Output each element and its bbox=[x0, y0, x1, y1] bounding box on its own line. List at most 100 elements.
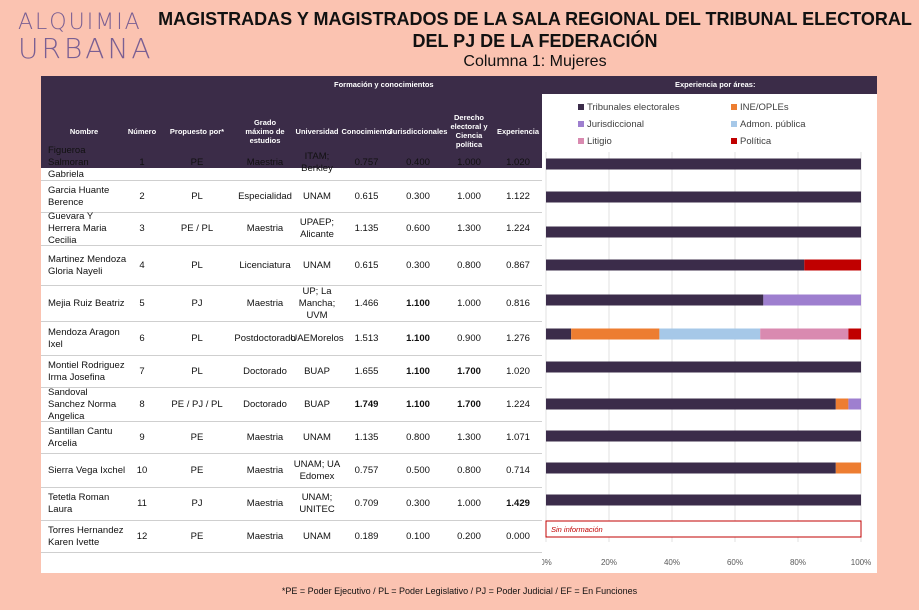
cell-conocimiento: 0.757 bbox=[354, 464, 379, 476]
col-header-propuesto: Propuesto por* bbox=[169, 126, 225, 136]
cell-universidad: BUAP bbox=[304, 365, 330, 377]
bar-segment bbox=[571, 328, 660, 340]
cell-conocimiento: 0.757 bbox=[354, 157, 379, 168]
group-experiencia-label: Experiencia por áreas: bbox=[675, 80, 756, 89]
logo-line1: ALQUIMIA bbox=[18, 10, 142, 35]
cell-nombre: Mendoza Aragon Ixel bbox=[48, 326, 120, 350]
header-group-formacion: Formación y conocimientos bbox=[222, 76, 542, 94]
bar-segment bbox=[546, 361, 861, 373]
cell-propuesto: PJ bbox=[191, 297, 203, 309]
legend-swatch bbox=[578, 104, 584, 110]
header-group-experiencia: Experiencia por áreas: bbox=[542, 76, 877, 94]
cell-grado: Doctorado bbox=[243, 365, 287, 377]
cell-derecho: 1.700 bbox=[457, 398, 481, 410]
table-row: Santillan Cantu Arcelia 9 PE Maestria UN… bbox=[41, 422, 542, 454]
table-row: Martinez Mendoza Gloria Nayeli 4 PL Lice… bbox=[41, 246, 542, 286]
cell-experiencia: 0.714 bbox=[506, 464, 530, 476]
logo-line2: URBANA bbox=[18, 32, 154, 65]
legend-swatch bbox=[731, 104, 737, 110]
header-band-left bbox=[41, 76, 222, 94]
cell-jurisdiccionales: 1.100 bbox=[406, 365, 430, 377]
bar-segment bbox=[546, 328, 572, 340]
cell-propuesto: PJ bbox=[191, 498, 203, 509]
col-header-derecho: Derecho electoral y Ciencia política bbox=[450, 113, 488, 149]
legend-swatch bbox=[731, 121, 737, 127]
page-title-line1: MAGISTRADAS Y MAGISTRADOS DE LA SALA REG… bbox=[158, 9, 912, 29]
cell-numero: 11 bbox=[137, 498, 147, 509]
cell-derecho: 1.700 bbox=[457, 365, 481, 377]
cell-nombre: Guevara Y Herrera Maria Cecilia bbox=[48, 211, 107, 246]
cell-conocimiento: 0.189 bbox=[354, 530, 379, 542]
cell-derecho: 1.000 bbox=[457, 157, 481, 168]
col-header-experiencia: Experiencia bbox=[496, 126, 540, 136]
cell-derecho: 0.200 bbox=[457, 530, 481, 542]
table-header: Nombre Número Propuesto por* Grado máxim… bbox=[41, 94, 542, 168]
cell-numero: 6 bbox=[139, 332, 145, 344]
table-row: Sierra Vega Ixchel 10 PE Maestria UNAM; … bbox=[41, 454, 542, 488]
table-row: Sandoval Sanchez Norma Angelica 8 PE / P… bbox=[41, 387, 542, 422]
experience-stacked-bar-chart: 0% 20% 40% 60% 80% 100% Tribunales electorales… bbox=[542, 102, 871, 567]
legend-label: Admon. pública bbox=[740, 119, 806, 130]
x-tick-label: 80% bbox=[790, 558, 806, 567]
cell-jurisdiccionales: 1.100 bbox=[406, 297, 430, 309]
cell-conocimiento: 1.135 bbox=[354, 223, 379, 234]
cell-grado: Licenciatura bbox=[239, 259, 291, 271]
cell-universidad: UNAM bbox=[303, 259, 331, 271]
cell-nombre: Montiel Rodriguez Irma Josefina bbox=[48, 359, 125, 383]
cell-conocimiento: 0.615 bbox=[354, 259, 379, 271]
table-row: Montiel Rodriguez Irma Josefina 7 PL Doc… bbox=[41, 356, 542, 388]
cell-conocimiento: 0.709 bbox=[354, 498, 379, 509]
bar-segment bbox=[546, 294, 764, 306]
cell-grado: Maestria bbox=[246, 157, 284, 168]
table-row: Figueroa Salmoran Gabriela 1 PE Maestria… bbox=[41, 145, 542, 181]
legend-swatch bbox=[578, 138, 584, 144]
cell-derecho: 1.000 bbox=[457, 190, 481, 202]
cell-propuesto: PE bbox=[190, 464, 204, 476]
cell-numero: 3 bbox=[139, 223, 145, 234]
cell-conocimiento: 1.135 bbox=[354, 431, 379, 443]
cell-propuesto: PE bbox=[190, 431, 204, 443]
x-tick-label: 20% bbox=[601, 558, 617, 567]
cell-jurisdiccionales: 0.300 bbox=[406, 190, 430, 202]
footnote: *PE = Poder Ejecutivo / PL = Poder Legis… bbox=[281, 586, 638, 596]
bar-segment bbox=[546, 191, 861, 203]
cell-numero: 10 bbox=[136, 464, 148, 476]
cell-nombre: Figueroa Salmoran Gabriela bbox=[48, 145, 89, 180]
cell-universidad: ITAM; Berkley bbox=[301, 151, 333, 174]
cell-experiencia: 1.122 bbox=[506, 190, 530, 202]
cell-grado: Maestria bbox=[246, 530, 284, 542]
cell-experiencia: 0.816 bbox=[506, 297, 530, 309]
cell-derecho: 0.800 bbox=[457, 259, 481, 271]
cell-propuesto: PE / PJ / PL bbox=[171, 398, 223, 410]
cell-derecho: 1.300 bbox=[457, 431, 481, 443]
bar-segment bbox=[804, 259, 861, 271]
cell-derecho: 1.000 bbox=[457, 297, 481, 309]
bar-segment bbox=[546, 494, 861, 506]
cell-nombre: Garcia Huante Berence bbox=[48, 184, 110, 208]
cell-grado: Especialidad bbox=[238, 190, 292, 202]
cell-conocimiento: 1.513 bbox=[354, 332, 379, 344]
bar-segment bbox=[835, 462, 861, 474]
cell-experiencia: 1.224 bbox=[506, 223, 530, 234]
cell-universidad: UP; La Mancha; UVM bbox=[298, 285, 336, 321]
cell-grado: Maestria bbox=[246, 431, 284, 443]
table-row: Mejia Ruiz Beatriz 5 PJ Maestria UP; La … bbox=[41, 286, 542, 322]
col-header-numero: Número bbox=[127, 126, 157, 136]
col-header-conocimiento: Conocimiento bbox=[341, 126, 392, 136]
cell-conocimiento: 1.466 bbox=[354, 297, 379, 309]
cell-experiencia: 1.020 bbox=[506, 157, 530, 168]
cell-jurisdiccionales: 0.600 bbox=[406, 223, 430, 234]
bar-segment bbox=[835, 398, 849, 410]
cell-numero: 9 bbox=[139, 431, 145, 443]
table-row: Mendoza Aragon Ixel 6 PL Postdoctorado U… bbox=[41, 322, 542, 356]
bar-segment bbox=[546, 259, 805, 271]
cell-numero: 5 bbox=[139, 297, 145, 309]
cell-experiencia: 1.276 bbox=[506, 332, 530, 344]
cell-propuesto: PE / PL bbox=[180, 223, 214, 234]
no-info-label: Sin información bbox=[551, 525, 603, 534]
cell-experiencia: 1.020 bbox=[506, 365, 530, 377]
cell-grado: Maestria bbox=[246, 498, 284, 509]
cell-grado: Maestria bbox=[246, 223, 284, 234]
cell-conocimiento: 0.615 bbox=[354, 190, 379, 202]
cell-jurisdiccionales: 0.400 bbox=[406, 157, 430, 168]
